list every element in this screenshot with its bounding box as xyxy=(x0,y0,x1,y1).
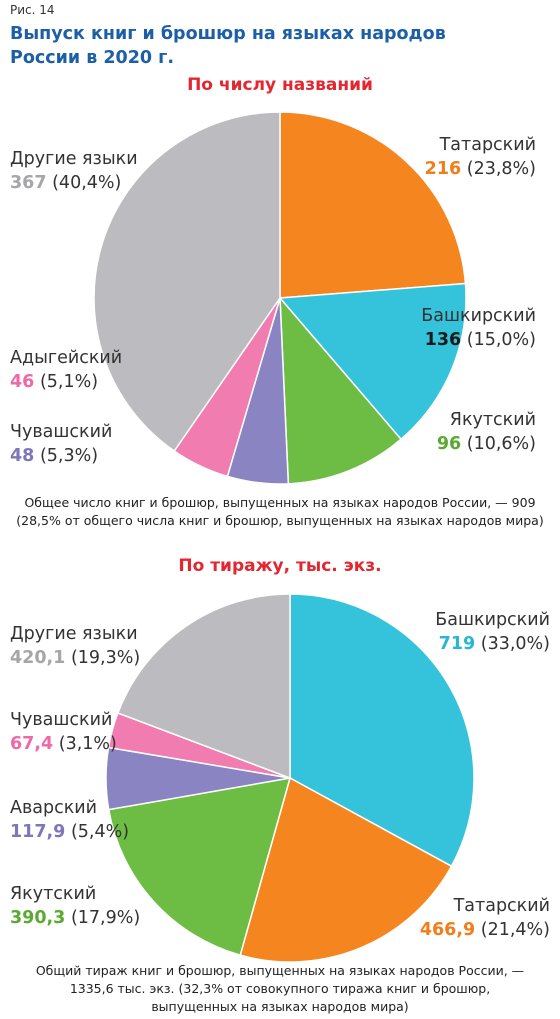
pie-slice-1 xyxy=(239,776,453,963)
label-value: 96 xyxy=(436,434,462,454)
label-percent: (10,6%) xyxy=(466,434,536,454)
label-other-2: Другие языки 420,1 (19,3%) xyxy=(10,622,140,670)
label-name: Якутский xyxy=(449,410,536,430)
label-bashkir-2: Башкирский 719 (33,0%) xyxy=(435,608,550,656)
figure-title-line-1: Выпуск книг и брошюр на языках народов xyxy=(10,24,446,44)
figure-label: Рис. 14 xyxy=(10,3,55,17)
label-name: Другие языки xyxy=(10,149,138,169)
label-chuvash-1: Чувашский 48 (5,3%) xyxy=(10,420,112,468)
label-percent: (15,0%) xyxy=(466,330,536,350)
label-tatar-2: Татарский 466,9 (21,4%) xyxy=(420,894,550,942)
label-percent: (40,4%) xyxy=(52,173,122,193)
label-value: 466,9 xyxy=(419,920,476,940)
pie-slice-5 xyxy=(116,593,291,780)
note-line-2: (28,5% от общего числа книг и брошюр, вы… xyxy=(16,513,544,528)
label-name: Татарский xyxy=(439,135,536,155)
chart-1-title: По числу названий xyxy=(187,75,373,95)
label-bashkir-1: Башкирский 136 (15,0%) xyxy=(421,304,536,352)
label-value: 719 xyxy=(438,634,476,654)
label-name: Чувашский xyxy=(10,710,113,730)
label-avar-2: Аварский 117,9 (5,4%) xyxy=(10,796,129,844)
figure-title: Выпуск книг и брошюр на языках народов Р… xyxy=(10,22,530,70)
label-value: 48 xyxy=(10,446,35,466)
label-adyghe-1: Адыгейский 46 (5,1%) xyxy=(10,346,122,394)
label-percent: (5,1%) xyxy=(39,372,99,392)
label-name: Адыгейский xyxy=(10,348,123,368)
figure-title-line-2: России в 2020 г. xyxy=(10,48,174,68)
label-tatar-1: Татарский 216 (23,8%) xyxy=(425,133,536,181)
label-value: 46 xyxy=(10,372,35,392)
label-value: 136 xyxy=(424,330,462,350)
label-percent: (21,4%) xyxy=(480,920,550,940)
pie-slice-2 xyxy=(279,295,403,485)
label-name: Башкирский xyxy=(435,610,550,630)
label-yakut-1: Якутский 96 (10,6%) xyxy=(437,408,536,456)
label-value: 420,1 xyxy=(10,648,66,668)
label-percent: (33,0%) xyxy=(480,634,550,654)
label-chuvash-2: Чувашский 67,4 (3,1%) xyxy=(10,708,117,756)
label-percent: (23,8%) xyxy=(466,159,536,179)
pie-slice-0 xyxy=(289,593,475,868)
label-percent: (5,4%) xyxy=(70,822,130,842)
label-name: Якутский xyxy=(10,884,97,904)
label-name: Татарский xyxy=(453,896,550,916)
label-yakut-2: Якутский 390,3 (17,9%) xyxy=(10,882,140,930)
note-line-2: 1335,6 тыс. экз. (32,3% от совокупного т… xyxy=(69,981,491,996)
label-name: Аварский xyxy=(10,798,98,818)
note-line-1: Общий тираж книг и брошюр, выпущенных на… xyxy=(35,963,525,978)
note-line-1: Общее число книг и брошюр, выпущенных на… xyxy=(24,495,536,510)
label-other-1: Другие языки 367 (40,4%) xyxy=(10,147,138,195)
label-percent: (3,1%) xyxy=(58,734,117,754)
pie-slice-1 xyxy=(278,282,467,441)
chart-2-title: По тиражу, тыс. экз. xyxy=(178,556,382,576)
pie-slice-0 xyxy=(279,111,467,299)
chart-1-note: Общее число книг и брошюр, выпущенных на… xyxy=(0,494,560,530)
label-value: 367 xyxy=(10,173,47,193)
label-percent: (5,3%) xyxy=(39,446,99,466)
label-name: Другие языки xyxy=(10,624,138,644)
pie-chart-titles xyxy=(93,111,467,485)
label-name: Чувашский xyxy=(10,422,113,442)
label-name: Башкирский xyxy=(421,306,536,326)
label-value: 117,9 xyxy=(10,822,66,842)
note-line-3: выпущенных на языках народов мира) xyxy=(151,999,409,1014)
label-value: 216 xyxy=(424,159,462,179)
chart-2-note: Общий тираж книг и брошюр, выпущенных на… xyxy=(0,962,560,1016)
label-percent: (17,9%) xyxy=(70,908,141,928)
label-value: 67,4 xyxy=(10,734,54,754)
pie-slice-5 xyxy=(93,111,281,453)
label-percent: (19,3%) xyxy=(70,648,141,668)
label-value: 390,3 xyxy=(10,908,66,928)
pie-slice-2 xyxy=(107,777,292,957)
